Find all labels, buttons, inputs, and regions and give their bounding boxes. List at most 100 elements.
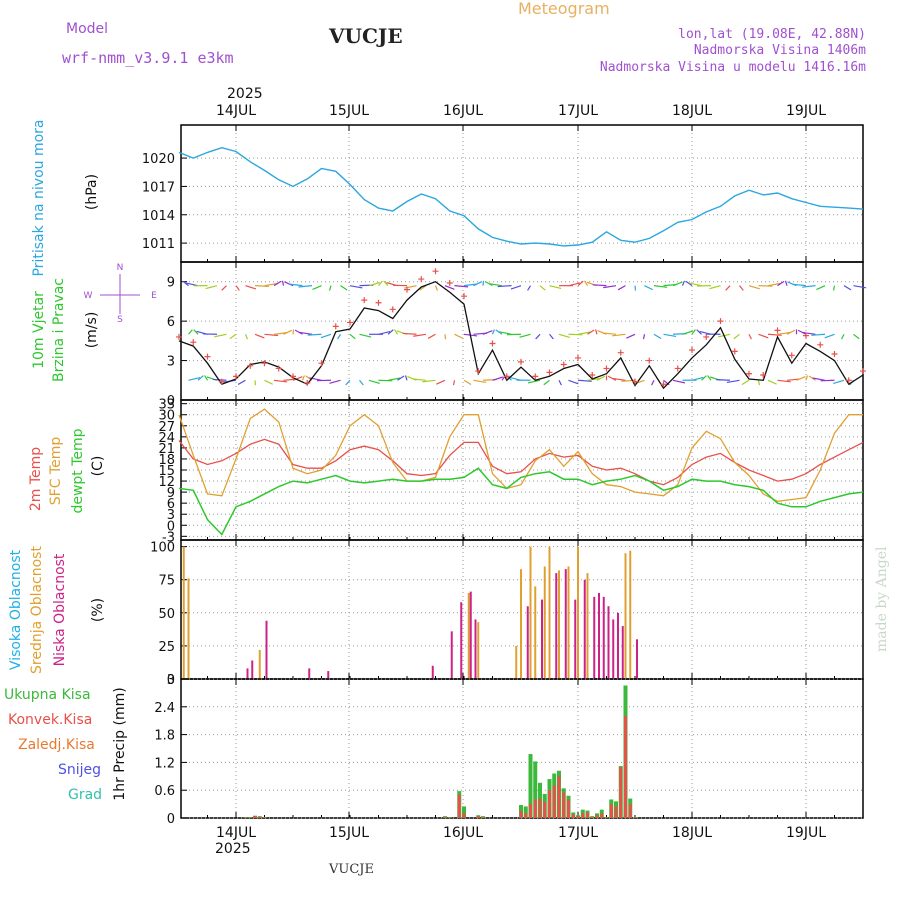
cloud-ytick-label: 75: [158, 574, 175, 589]
precip-bar-1: [619, 767, 622, 818]
wind-arrow: [498, 286, 512, 287]
precip-ytick-label: 0: [167, 812, 175, 827]
wind-arrow: [786, 281, 787, 286]
watermark: made by Angel: [874, 546, 890, 652]
wind-arrow: [474, 282, 482, 286]
precip-bar-1: [477, 816, 480, 818]
wind-arrow: [844, 286, 851, 290]
wind-gust-marker: [376, 300, 382, 306]
wind-gust-marker: [575, 355, 581, 361]
cloud-label-b: Srednja Oblacnost: [29, 546, 45, 674]
precip-unit: 1hr Precip (mm): [112, 687, 128, 800]
temp-label-c: dewpt Temp: [70, 428, 86, 513]
compass-s: S: [117, 315, 123, 325]
wind-arrow: [341, 286, 348, 290]
wind-arrow: [749, 334, 751, 339]
precip-bar-1: [553, 786, 556, 818]
wind-gust-marker: [262, 360, 268, 366]
wind-gust-marker: [418, 276, 424, 282]
pressure-label: Pritisak na nivou mora: [31, 119, 47, 276]
wind-arrow: [768, 380, 777, 384]
wind-arrow: [734, 334, 740, 338]
wind-arrow: [284, 282, 293, 286]
wind-arrow: [395, 329, 398, 334]
wind-arrow: [654, 334, 661, 338]
wind-gust-marker: [361, 297, 367, 303]
precip-bar-1: [444, 817, 447, 818]
wind-arrow: [238, 380, 245, 384]
wind-arrow: [842, 334, 844, 339]
lonlat: lon,lat (19.08E, 42.88N): [678, 27, 866, 42]
wind-arrow: [585, 281, 588, 286]
wind-gust-marker: [718, 318, 724, 324]
wind-gust-marker: [233, 373, 239, 379]
precip-bar-1: [524, 813, 527, 818]
precip-bar-1: [458, 795, 461, 818]
pressure-ytick-label: 1011: [142, 237, 175, 252]
temp-ytick-label: 33: [158, 398, 175, 413]
precip-frame: [181, 679, 863, 818]
temp-label-a: 2m Temp: [28, 447, 44, 511]
precip-bar-1: [558, 776, 561, 818]
pressure-ytick-label: 1020: [142, 152, 175, 167]
precip-bar-1: [629, 804, 632, 818]
precip-legend-item: Konvek.Kisa: [8, 712, 92, 728]
wind-arrow: [834, 286, 835, 291]
top-day-label: 19JUL: [786, 103, 826, 119]
precip-bar-1: [586, 812, 589, 818]
precip-bar-1: [482, 817, 485, 818]
wind-arrow: [338, 334, 341, 339]
wind-arrow: [550, 334, 554, 339]
wind-arrow: [454, 380, 455, 385]
wind-arrow: [673, 282, 682, 286]
precip-bar-1: [572, 814, 575, 818]
compass-e: E: [151, 291, 157, 301]
precip-bar-1: [562, 793, 565, 818]
precip-legend: Ukupna KisaKonvek.KisaZaledj.KisaSnijegG…: [4, 687, 102, 803]
wind-arrow: [360, 380, 364, 385]
wind-arrow: [493, 329, 495, 334]
wind-gust-marker: [433, 268, 439, 274]
wind-arrow: [536, 334, 540, 339]
wind-gust-marker: [390, 306, 396, 312]
wind-gust-marker: [817, 342, 823, 348]
precip-bar-1: [567, 799, 570, 818]
model-name: wrf-nmm_v3.9.1 e3km: [62, 49, 234, 67]
wind-arrow: [313, 286, 322, 290]
wind-gust-marker: [518, 359, 524, 365]
wind-arrow: [283, 281, 284, 286]
precip-bar-1: [581, 813, 584, 818]
wind-arrow: [652, 380, 654, 385]
wind-arrow: [222, 286, 227, 291]
precip-bar-1: [610, 804, 613, 818]
precip-legend-item: Snijeg: [58, 762, 101, 778]
precip-bar-1: [591, 817, 594, 818]
wind-gust-marker: [447, 280, 453, 286]
precip-bar-1: [624, 716, 627, 818]
wind-arrow: [540, 286, 545, 291]
compass-w: W: [84, 291, 93, 301]
wind-gust-marker: [618, 350, 624, 356]
wind-arrow: [797, 377, 806, 381]
year-top: 2025: [227, 86, 263, 102]
wind-arrow: [759, 380, 760, 385]
precip-bar-1: [543, 802, 546, 818]
wind-arrow: [854, 334, 860, 338]
wind-arrow: [205, 375, 208, 380]
precip-ytick-label: 1.2: [154, 756, 175, 771]
bottom-day-label: 15JUL: [329, 825, 369, 841]
wind-gust-marker: [789, 352, 795, 358]
precip-bar-1: [254, 816, 257, 818]
precip-bar-1: [520, 811, 523, 818]
wind-unit: (m/s): [84, 312, 100, 349]
wind-arrow: [626, 334, 635, 338]
temp-sfc-line: [179, 409, 863, 501]
model-label: Model: [66, 21, 108, 37]
wind-arrow: [330, 286, 331, 291]
wind-arrow: [406, 375, 407, 380]
wind-arrow: [559, 334, 570, 337]
precip-ytick-label: 0.6: [154, 784, 175, 799]
